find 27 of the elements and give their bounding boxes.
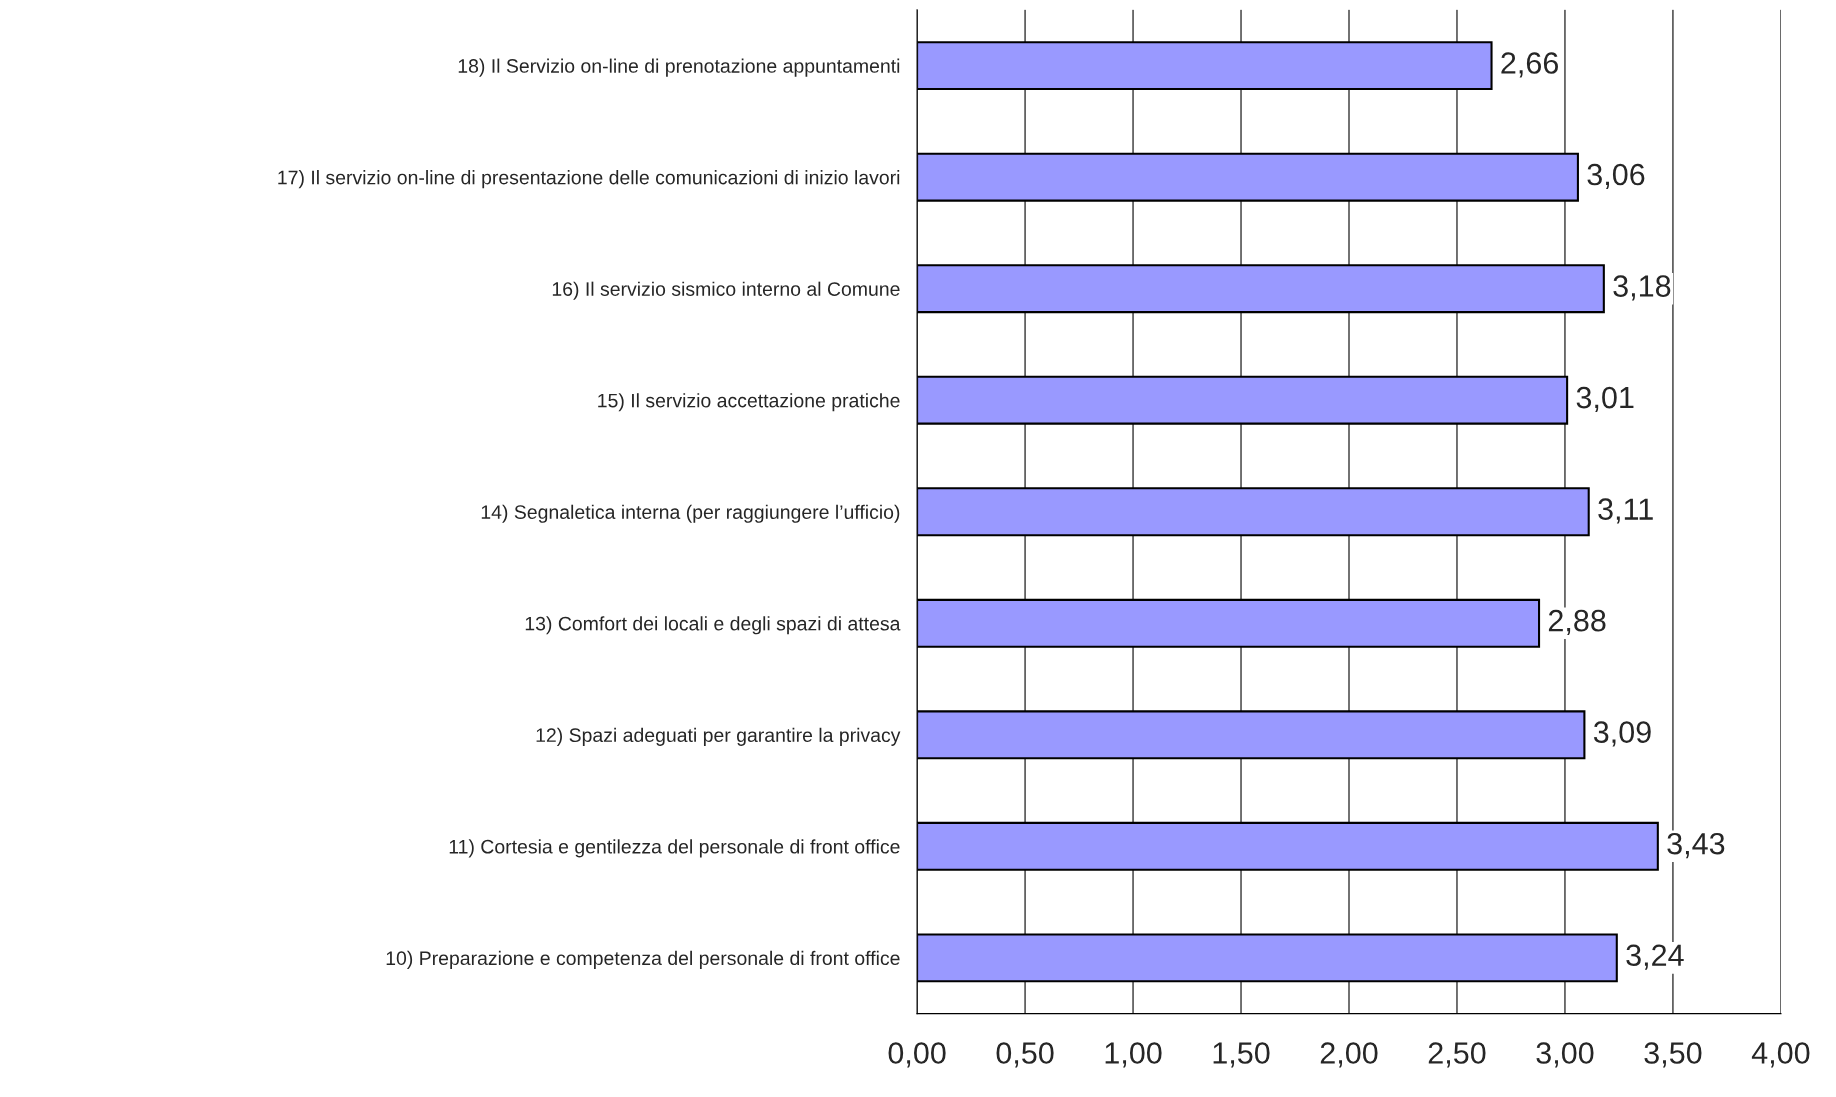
data-label: 2,88 (1548, 609, 1606, 636)
y-tick-label: 15) Il servizio accettazione pratiche (598, 393, 900, 412)
y-tick-label: 13) Comfort dei locali e degli spazi di attesa (525, 616, 901, 635)
data-label: 3,06 (1587, 163, 1645, 189)
data-label: 3,09 (1593, 721, 1651, 747)
x-tick-label: 0,50 (996, 1042, 1054, 1068)
data-label: 3,11 (1598, 498, 1653, 524)
data-label: 3,01 (1576, 386, 1634, 413)
x-tick-label: 3,50 (1644, 1042, 1702, 1068)
x-tick-label: 4,00 (1751, 1042, 1810, 1068)
y-tick-label: 16) Il servizio sismico interno al Comune (552, 281, 900, 300)
x-tick-label: 2,50 (1428, 1042, 1486, 1068)
y-tick-label: 11) Cortesia e gentilezza del personale di front office (449, 839, 900, 858)
y-tick-label: 14) Segnaletica interna (per raggiungere l’ufficio) (481, 504, 900, 523)
y-tick-label: 18) Il Servizio on-line di prenotazione appuntamenti (458, 58, 900, 77)
y-tick-label: 17) Il servizio on-line di presentazione delle comunicazioni di inizio lavori (278, 170, 900, 189)
x-tick-label: 1,00 (1105, 1042, 1162, 1068)
y-tick-label: 12) Spazi adeguati per garantire la privacy (536, 727, 901, 746)
x-tick-label: 0,00 (888, 1042, 946, 1068)
data-label: 3,24 (1626, 944, 1684, 970)
x-tick-label: 2,00 (1320, 1042, 1378, 1068)
data-label: 2,66 (1501, 52, 1558, 78)
y-tick-label: 10) Preparazione e competenza del personale di front office (386, 950, 900, 969)
data-label: 3,43 (1667, 832, 1725, 859)
x-tick-label: 1,50 (1213, 1042, 1270, 1068)
data-label: 3,18 (1613, 275, 1671, 301)
x-tick-label: 3,00 (1536, 1042, 1594, 1068)
